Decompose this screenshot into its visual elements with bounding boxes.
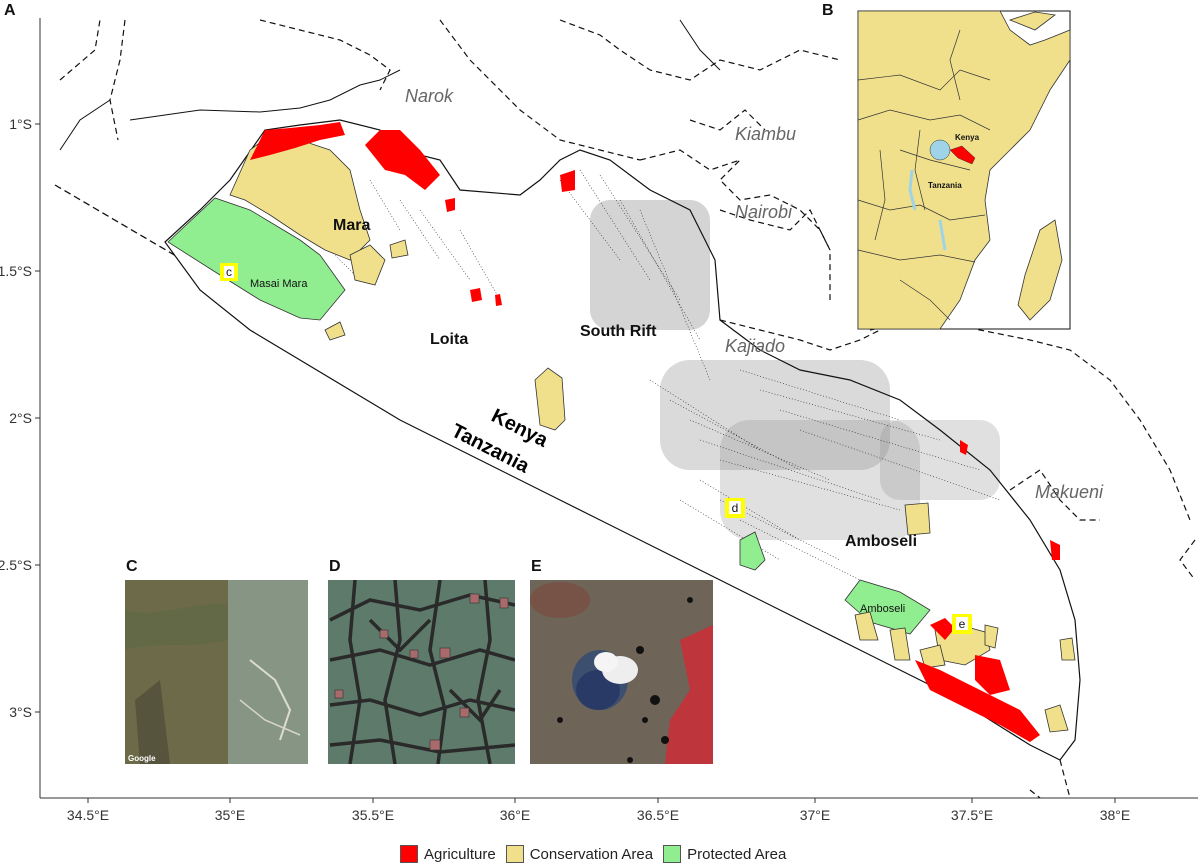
inset-image-d bbox=[328, 580, 515, 764]
marker-label-c: c bbox=[226, 265, 232, 279]
legend-swatch-conservation bbox=[505, 845, 524, 863]
y-tick-label: 2°S bbox=[9, 410, 32, 426]
marker-e: e bbox=[952, 614, 972, 634]
y-tick-label: 1°S bbox=[9, 116, 32, 132]
y-axis: 1°S 1.5°S 2°S 2.5°S 3°S bbox=[0, 116, 40, 720]
legend-item-protected: Protected Area bbox=[663, 845, 786, 863]
county-label-narok: Narok bbox=[405, 86, 454, 106]
y-tick-label: 1.5°S bbox=[0, 263, 32, 279]
county-label-kajiado: Kajiado bbox=[725, 336, 785, 356]
legend-item-conservation: Conservation Area bbox=[505, 845, 654, 863]
landcover-texture bbox=[299, 169, 1001, 581]
marker-label-d: d bbox=[732, 501, 739, 515]
legend-label-protected: Protected Area bbox=[687, 845, 787, 863]
protected-area-small bbox=[739, 531, 766, 571]
admin-boundaries bbox=[59, 19, 721, 151]
panel-letter-b: B bbox=[822, 2, 834, 19]
agriculture-areas bbox=[250, 122, 1060, 742]
x-tick-label: 37.5°E bbox=[951, 807, 993, 823]
x-tick-label: 35°E bbox=[215, 807, 246, 823]
zone-label-south-rift: South Rift bbox=[580, 323, 657, 340]
marker-d: d bbox=[725, 498, 745, 518]
zone-label-mara: Mara bbox=[333, 217, 370, 234]
panel-letter-c: C bbox=[126, 558, 138, 575]
marker-c: c bbox=[220, 263, 238, 281]
marker-label-e: e bbox=[959, 617, 966, 631]
county-label-makueni: Makueni bbox=[1035, 482, 1104, 502]
x-tick-label: 38°E bbox=[1100, 807, 1131, 823]
locator-map: Kenya Tanzania bbox=[857, 10, 1071, 330]
y-tick-label: 2.5°S bbox=[0, 557, 32, 573]
panel-letter-e: E bbox=[531, 558, 542, 575]
zone-label-amboseli: Amboseli bbox=[845, 533, 917, 550]
y-tick-label: 3°S bbox=[9, 704, 32, 720]
locator-label-kenya: Kenya bbox=[955, 133, 980, 142]
legend-label-agriculture: Agriculture bbox=[424, 845, 496, 863]
zone-label-loita: Loita bbox=[430, 331, 468, 348]
protected-area-masai-mara bbox=[167, 197, 346, 321]
legend-swatch-protected bbox=[663, 845, 682, 863]
imagery-credit-c: Google bbox=[128, 754, 156, 763]
county-label-nairobi: Nairobi bbox=[735, 202, 793, 222]
inset-image-c: Google bbox=[125, 580, 308, 764]
inset-image-e bbox=[530, 580, 713, 764]
x-tick-label: 36.5°E bbox=[637, 807, 679, 823]
x-tick-label: 36°E bbox=[500, 807, 531, 823]
x-tick-label: 34.5°E bbox=[67, 807, 109, 823]
x-tick-label: 37°E bbox=[800, 807, 831, 823]
panel-letter-a: A bbox=[4, 2, 16, 19]
legend: Agriculture Conservation Area Protected … bbox=[400, 842, 786, 866]
legend-swatch-agriculture bbox=[400, 845, 418, 863]
pa-label-amboseli: Amboseli bbox=[860, 603, 905, 615]
legend-item-agriculture: Agriculture bbox=[400, 845, 496, 863]
locator-label-tanzania: Tanzania bbox=[928, 181, 962, 190]
legend-label-conservation: Conservation Area bbox=[529, 845, 654, 863]
x-tick-label: 35.5°E bbox=[352, 807, 394, 823]
pa-label-masai-mara: Masai Mara bbox=[250, 278, 308, 290]
x-axis: 34.5°E 35°E 35.5°E 36°E 36.5°E 37°E 37.5… bbox=[67, 798, 1130, 823]
county-label-kiambu: Kiambu bbox=[735, 124, 796, 144]
county-boundaries bbox=[59, 19, 1196, 798]
landcover-texture-dense bbox=[590, 200, 1000, 540]
panel-letter-d: D bbox=[329, 558, 341, 575]
plot-area bbox=[39, 18, 1198, 799]
